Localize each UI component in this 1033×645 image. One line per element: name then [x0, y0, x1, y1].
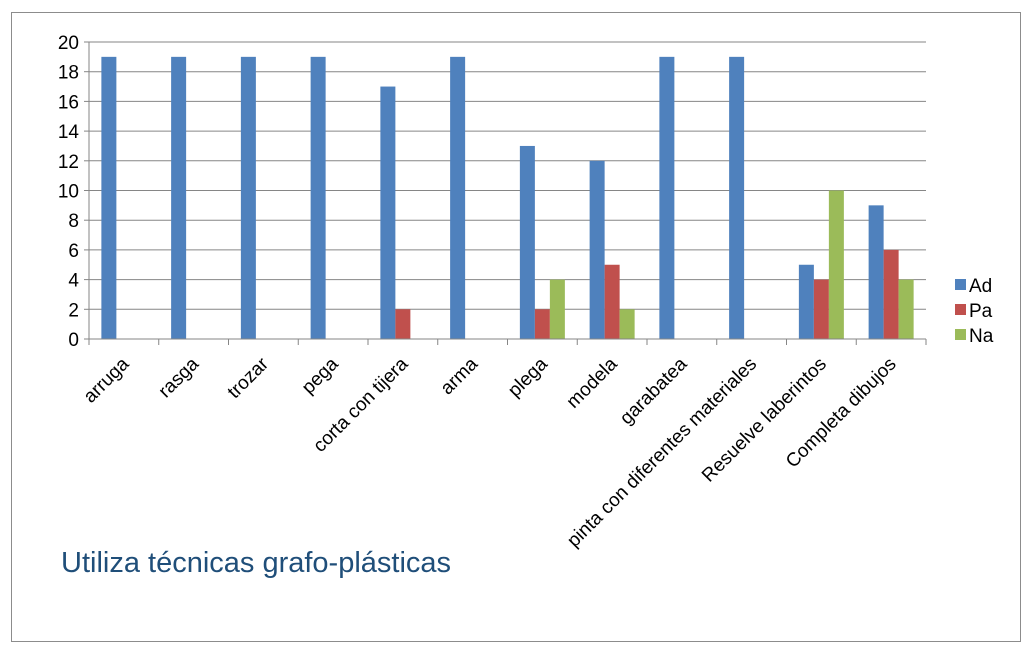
bar-ad: [310, 56, 326, 339]
y-tick-label: 14: [58, 122, 80, 143]
legend: Ad Pa Na: [955, 276, 994, 347]
bar-na: [898, 279, 914, 339]
y-tick-label: 12: [58, 152, 79, 173]
bar-pa: [604, 264, 620, 339]
legend-label-ad: Ad: [969, 276, 992, 297]
y-tick-label: 2: [68, 300, 79, 321]
chart-title: Utiliza técnicas grafo-plásticas: [61, 547, 451, 579]
bar-ad: [519, 145, 535, 339]
bar-na: [619, 309, 635, 339]
x-tick-label: modela: [563, 353, 622, 412]
bar-na: [549, 279, 565, 339]
y-tick-label: 10: [58, 182, 79, 203]
y-tick-label: 4: [68, 271, 79, 292]
x-tick-label: rasga: [155, 353, 204, 402]
legend-label-na: Na: [969, 326, 994, 347]
x-tick-label: arruga: [80, 353, 134, 407]
bar-pa: [813, 279, 829, 339]
bar-na: [828, 190, 844, 339]
bar-ad: [101, 56, 117, 339]
bar-pa: [534, 309, 550, 339]
x-tick-label: arma: [437, 353, 483, 399]
bar-pa: [395, 309, 411, 339]
bar-pa: [883, 249, 899, 339]
x-tick-label: Resuelve laberintos: [698, 354, 831, 487]
bar-ad: [868, 205, 884, 339]
bar-ad: [659, 56, 675, 339]
y-tick-label: 0: [68, 330, 79, 351]
bar-ad: [589, 160, 605, 339]
y-tick-label: 8: [68, 211, 79, 232]
bar-ad: [380, 86, 396, 339]
bar-ad: [240, 56, 256, 339]
bar-ad: [798, 264, 814, 339]
bar-ad: [729, 56, 745, 339]
bar-ad: [450, 56, 466, 339]
bars: [101, 56, 914, 339]
x-tick-label: plega: [504, 353, 552, 401]
x-tick-label: pega: [298, 353, 343, 398]
legend-swatch-ad: [955, 279, 966, 290]
legend-label-pa: Pa: [969, 301, 993, 322]
gridlines: [89, 41, 926, 310]
y-tick-label: 18: [58, 63, 79, 84]
y-tick-label: 16: [58, 92, 79, 113]
bar-ad: [171, 56, 187, 339]
x-tick-label: garabatea: [616, 353, 692, 429]
legend-swatch-pa: [955, 304, 966, 315]
legend-swatch-na: [955, 329, 966, 340]
y-tick-label: 20: [58, 33, 79, 54]
y-tick-label: 6: [68, 241, 79, 262]
x-tick-label: trozar: [224, 353, 274, 403]
